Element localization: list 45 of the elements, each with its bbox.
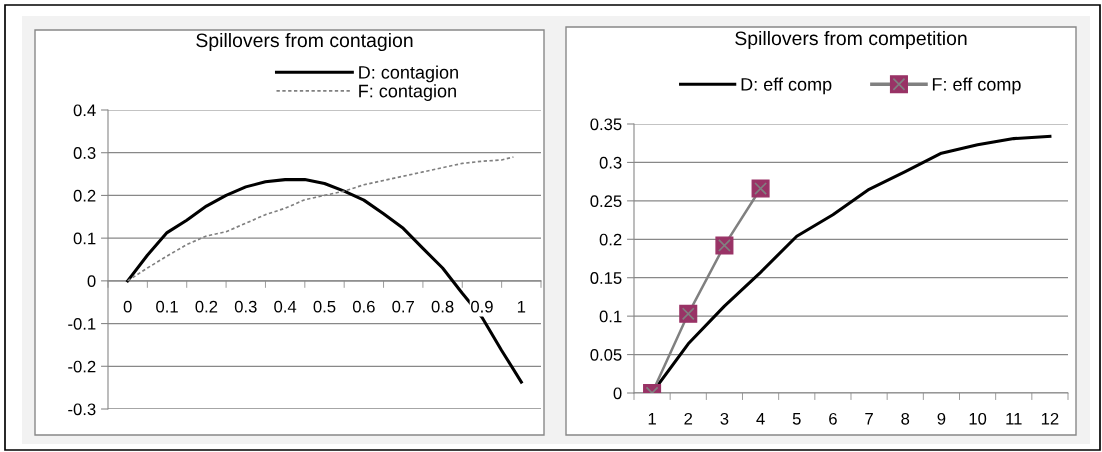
y-tick-label: 0.25 <box>590 195 622 208</box>
y-tick-label: -0.2 <box>68 360 96 373</box>
y-tick-label: -0.1 <box>68 317 96 330</box>
legend-label: D: eff comp <box>741 77 832 95</box>
y-tick-label: 0.3 <box>599 156 622 169</box>
x-tick-label: 9 <box>937 412 946 425</box>
legend-label: F: contagion <box>359 84 456 101</box>
y-tick-label: 0.2 <box>73 189 96 202</box>
x-tick-label: 0.6 <box>352 300 375 313</box>
x-tick-label: 2 <box>684 412 693 425</box>
y-tick-label: 0.1 <box>73 232 96 245</box>
y-tick-label: 0.3 <box>73 147 96 159</box>
chart-title: Spillovers from competition <box>735 30 967 50</box>
y-tick-label: 0 <box>87 275 96 288</box>
x-tick-label: 0.3 <box>234 300 257 313</box>
y-tick-label: 0.4 <box>73 104 96 117</box>
legend-label: F: eff comp <box>932 77 1021 95</box>
x-tick-label: 0.8 <box>431 300 454 313</box>
x-tick-label: 12 <box>1041 412 1059 425</box>
x-tick-label: 5 <box>792 413 801 425</box>
x-tick-label: 0.4 <box>274 300 297 313</box>
x-tick-label: 6 <box>829 412 837 425</box>
x-tick-label: 0 <box>123 300 132 313</box>
x-tick-label: 11 <box>1006 413 1022 425</box>
x-tick-label: 0.2 <box>195 300 218 313</box>
y-tick-label: 0.2 <box>599 233 622 246</box>
x-tick-label: 4 <box>756 413 765 425</box>
x-tick-label: 8 <box>901 412 910 425</box>
y-tick-label: 0.1 <box>599 310 622 323</box>
y-tick-label: 0.05 <box>590 348 622 361</box>
legend-label: D: contagion <box>359 65 458 83</box>
y-tick-label: 0.35 <box>590 118 622 131</box>
x-tick-label: 10 <box>969 412 987 425</box>
x-tick-label: 0.5 <box>313 300 336 313</box>
x-tick-label: 7 <box>865 413 873 425</box>
x-tick-label: 1 <box>648 413 656 425</box>
x-tick-label: 0.7 <box>392 300 414 313</box>
y-tick-label: 0 <box>613 387 622 400</box>
x-tick-label: 0.1 <box>156 300 178 313</box>
x-tick-label: 0.9 <box>471 300 493 313</box>
x-tick-label: 3 <box>720 412 729 425</box>
x-tick-label: 1 <box>517 300 526 313</box>
y-tick-label: -0.3 <box>68 403 96 416</box>
y-tick-label: 0.15 <box>590 272 622 284</box>
chart-title: Spillovers from contagion <box>196 32 413 52</box>
